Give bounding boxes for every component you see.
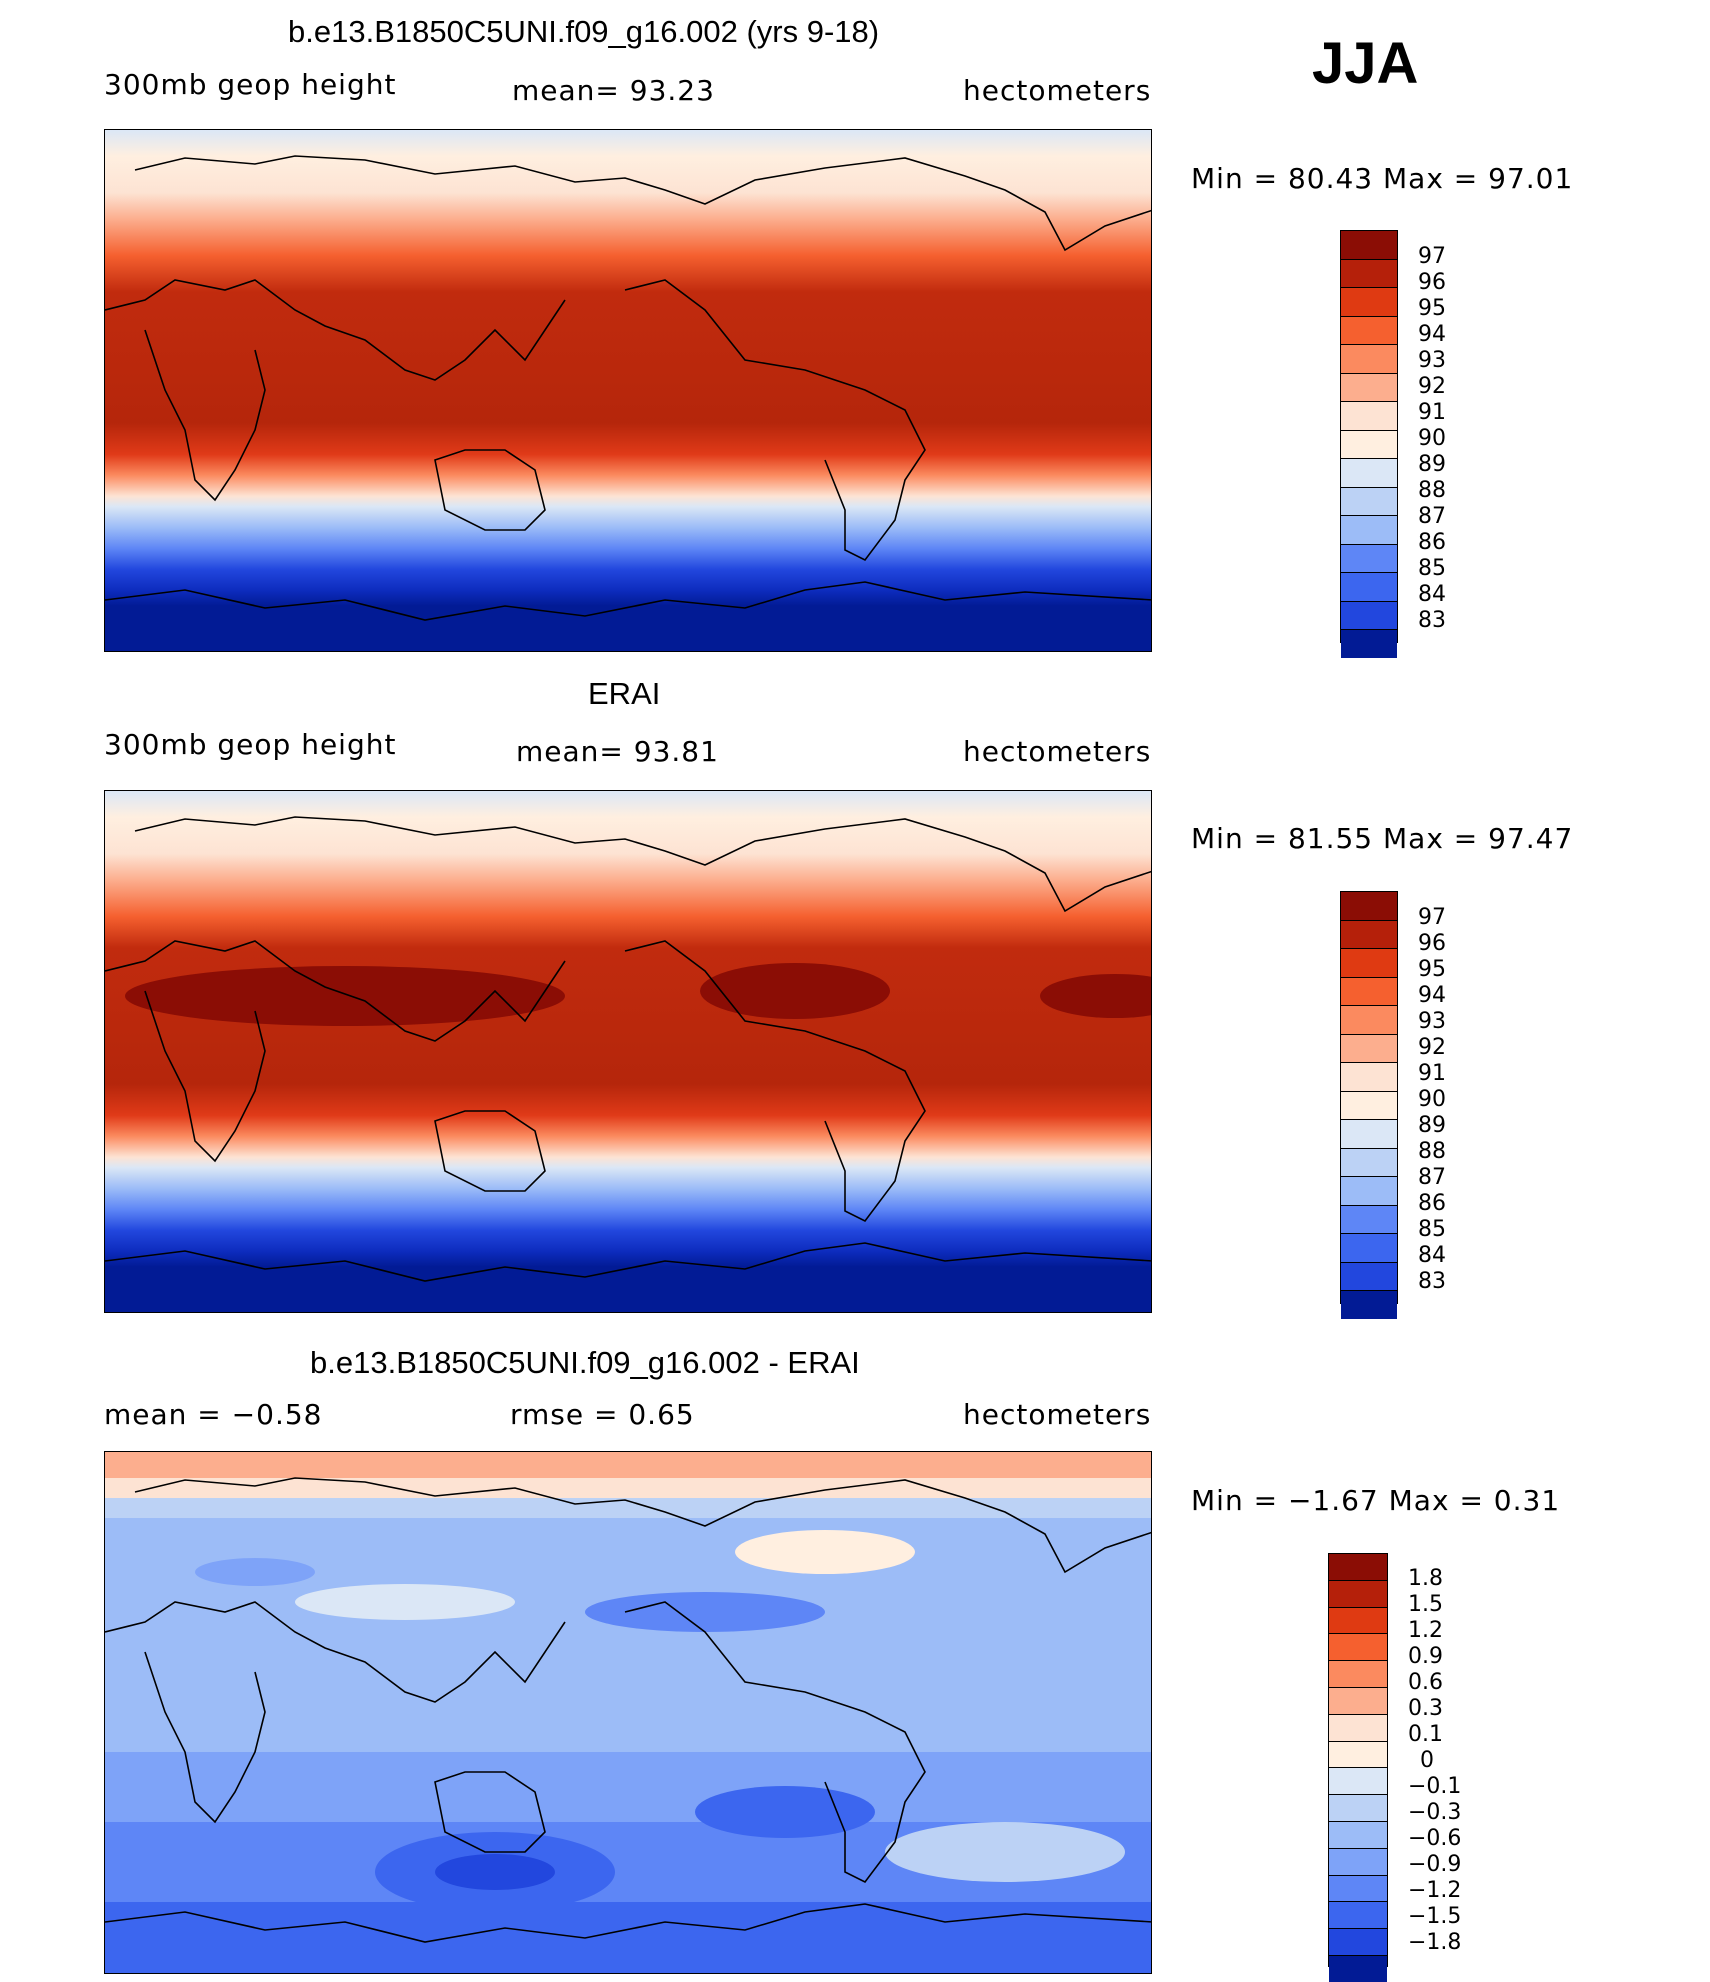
legend-label: 87 (1418, 1165, 1446, 1190)
variable-label: 300mb geop height (104, 68, 397, 101)
diff-band (105, 1478, 1151, 1498)
legend-label: 83 (1418, 1269, 1446, 1294)
legend-label: 93 (1418, 1009, 1446, 1034)
diff-band (585, 1592, 825, 1632)
legend-label: 90 (1418, 1087, 1446, 1112)
legend-label: −1.5 (1408, 1904, 1462, 1929)
panel-title: b.e13.B1850C5UNI.f09_g16.002 - ERAI (310, 1345, 860, 1380)
legend-label: 0.6 (1408, 1670, 1443, 1695)
legend-label: 89 (1418, 1113, 1446, 1138)
legend-label: 90 (1418, 426, 1446, 451)
coastlines (105, 816, 1151, 1282)
diff-band (105, 1752, 1151, 1822)
legend-label: 93 (1418, 348, 1446, 373)
legend-label: 85 (1418, 556, 1446, 581)
height-field (105, 791, 1151, 1312)
high-center (125, 966, 565, 1026)
legend-label: 96 (1418, 270, 1446, 295)
legend-label: 91 (1418, 400, 1446, 425)
map-obs (104, 790, 1152, 1313)
panel-title: ERAI (588, 676, 661, 711)
diff-band (885, 1822, 1125, 1882)
legend-label: 1.8 (1408, 1566, 1443, 1591)
legend-label: 83 (1418, 608, 1446, 633)
legend-label: 96 (1418, 931, 1446, 956)
legend-label: −0.9 (1408, 1852, 1462, 1877)
high-center (700, 963, 890, 1019)
legend-label: −0.6 (1408, 1826, 1462, 1851)
legend-label: 88 (1418, 1139, 1446, 1164)
legend-label: 1.2 (1408, 1618, 1443, 1643)
mean-label: mean = −0.58 (104, 1398, 323, 1431)
legend-label: 0.1 (1408, 1722, 1443, 1747)
legend-label: −1.8 (1408, 1930, 1462, 1955)
legend-label: 85 (1418, 1217, 1446, 1242)
legend-label: 94 (1418, 322, 1446, 347)
legend-label: 0.9 (1408, 1644, 1443, 1669)
coastlines (105, 155, 1151, 621)
high-center (1040, 974, 1151, 1018)
panel-title: b.e13.B1850C5UNI.f09_g16.002 (yrs 9-18) (288, 14, 880, 49)
legend-label: 91 (1418, 1061, 1446, 1086)
colorbar (1328, 1553, 1388, 1982)
legend-label: 87 (1418, 504, 1446, 529)
legend-label: 0 (1420, 1748, 1434, 1773)
coastlines (105, 1477, 1151, 1943)
mean-label: mean= 93.23 (512, 74, 715, 107)
legend-label: 92 (1418, 1035, 1446, 1060)
diff-band (735, 1530, 915, 1574)
units-label: hectometers (963, 735, 1152, 768)
diff-band (435, 1854, 555, 1890)
diff-band (195, 1558, 315, 1586)
minmax-label: Min = 80.43 Max = 97.01 (1191, 162, 1574, 195)
legend-label: 97 (1418, 905, 1446, 930)
diff-band (105, 1498, 1151, 1518)
map-diff (104, 1451, 1152, 1974)
legend-label: 84 (1418, 1243, 1446, 1268)
legend-label: 1.5 (1408, 1592, 1443, 1617)
legend-label: 97 (1418, 244, 1446, 269)
legend-label: 84 (1418, 582, 1446, 607)
units-label: hectometers (963, 74, 1152, 107)
map-model (104, 129, 1152, 652)
legend-label: 86 (1418, 530, 1446, 555)
legend-label: 0.3 (1408, 1696, 1443, 1721)
legend-label: 95 (1418, 296, 1446, 321)
diff-band (105, 1902, 1151, 1973)
colorbar (1340, 891, 1398, 1319)
mean-label: mean= 93.81 (516, 735, 719, 768)
minmax-label: Min = 81.55 Max = 97.47 (1191, 822, 1574, 855)
legend-label: 89 (1418, 452, 1446, 477)
legend-label: −0.3 (1408, 1800, 1462, 1825)
legend-label: 94 (1418, 983, 1446, 1008)
legend-label: 88 (1418, 478, 1446, 503)
height-field (105, 130, 1151, 651)
season-label: JJA (1312, 31, 1419, 96)
variable-label: 300mb geop height (104, 728, 397, 761)
legend-label: 95 (1418, 957, 1446, 982)
legend-label: 86 (1418, 1191, 1446, 1216)
diff-band (695, 1786, 875, 1838)
units-label: hectometers (963, 1398, 1152, 1431)
legend-label: 92 (1418, 374, 1446, 399)
colorbar (1340, 230, 1398, 658)
diff-band (295, 1584, 515, 1620)
legend-label: −0.1 (1408, 1774, 1462, 1799)
legend-label: −1.2 (1408, 1878, 1462, 1903)
rmse-label: rmse = 0.65 (510, 1398, 695, 1431)
diff-band (105, 1452, 1151, 1478)
minmax-label: Min = −1.67 Max = 0.31 (1191, 1484, 1561, 1517)
